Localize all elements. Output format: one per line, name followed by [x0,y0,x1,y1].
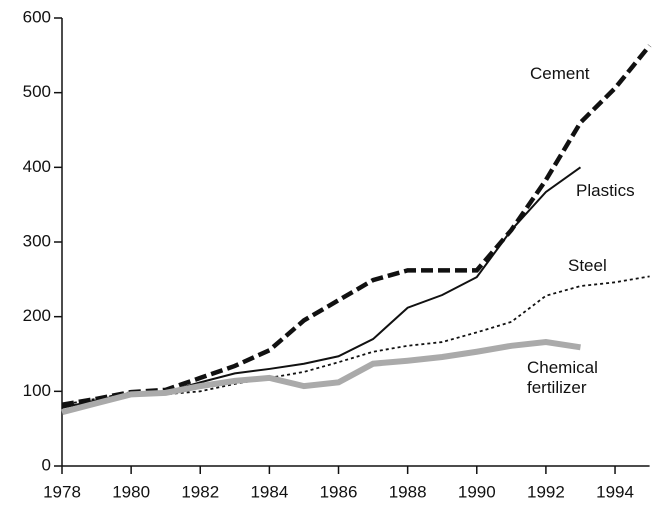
y-tick-label: 400 [23,157,51,176]
x-tick-label: 1984 [250,482,288,501]
series-label: Plastics [576,181,635,200]
series-line [61,44,652,407]
y-tick-label: 0 [42,455,51,474]
x-tick-label: 1986 [320,482,358,501]
series-line [61,339,581,416]
series-label: Chemical fertilizer [527,358,598,397]
y-tick-label: 600 [23,7,51,26]
series-line [61,166,582,409]
x-tick-label: 1980 [112,482,150,501]
x-tick-label: 1982 [181,482,219,501]
x-tick-label: 1992 [527,482,565,501]
x-tick-label: 1990 [458,482,496,501]
y-tick-label: 200 [23,306,51,325]
y-tick-label: 500 [23,82,51,101]
series-label: Cement [530,64,590,83]
series-label: Steel [568,256,607,275]
x-tick-label: 1988 [389,482,427,501]
y-tick-label: 100 [23,381,51,400]
x-tick-label: 1994 [596,482,634,501]
x-tick-label: 1978 [43,482,81,501]
y-tick-label: 300 [23,231,51,250]
